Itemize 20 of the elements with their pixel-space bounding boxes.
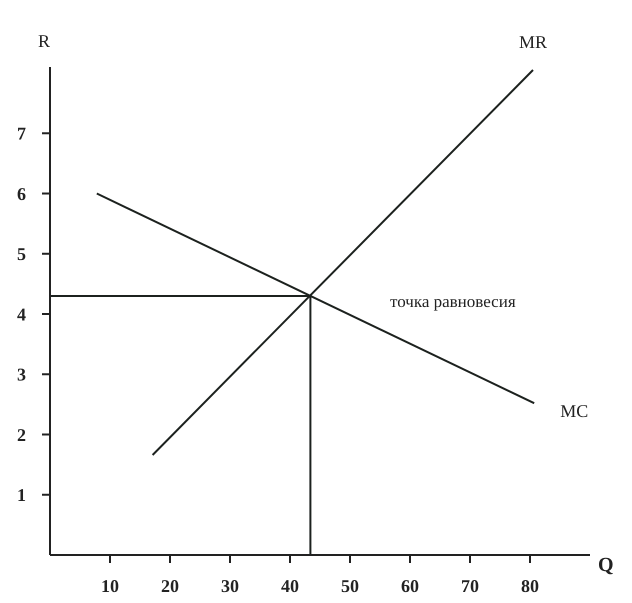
y-tick-label: 6: [17, 184, 26, 204]
x-tick-label: 80: [521, 576, 539, 596]
x-tick-label: 70: [461, 576, 479, 596]
y-tick-label: 4: [17, 304, 26, 324]
y-tick-label: 7: [17, 124, 26, 144]
x-tick-label: 60: [401, 576, 419, 596]
x-axis-title: Q: [598, 554, 614, 576]
x-tick-label: 10: [101, 576, 119, 596]
x-tick-label: 50: [341, 576, 359, 596]
y-tick-label: 1: [17, 485, 26, 506]
series-label: MC: [560, 401, 588, 422]
series-label: MR: [518, 32, 548, 52]
x-tick-label: 30: [221, 576, 239, 596]
annotation: точка равновесия: [390, 292, 516, 312]
y-axis-title: R: [38, 31, 50, 51]
y-tick-label: 3: [17, 364, 26, 385]
y-tick-label: 5: [17, 244, 26, 264]
x-tick-label: 40: [281, 576, 299, 596]
y-tick-label: 2: [17, 424, 26, 445]
x-tick-label: 20: [161, 576, 179, 596]
